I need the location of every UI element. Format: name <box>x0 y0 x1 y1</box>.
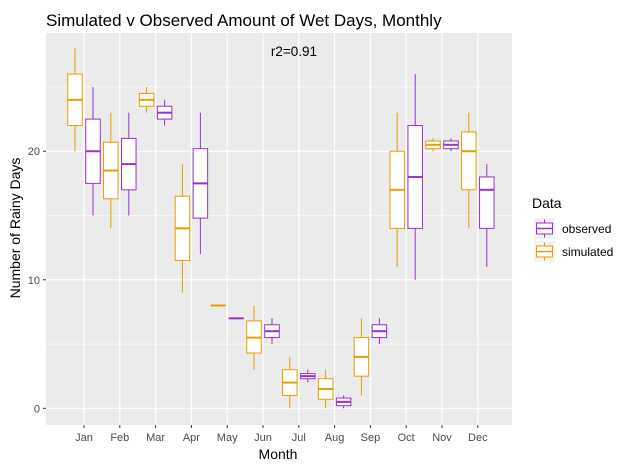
legend-label-simulated: simulated <box>562 245 613 259</box>
simulated-box-jan <box>67 48 83 152</box>
y-axis-title: Number of Rainy Days <box>7 158 23 299</box>
chart-title: Simulated v Observed Amount of Wet Days,… <box>46 11 442 30</box>
observed-box-jun <box>264 318 280 345</box>
x-tick-label: Mar <box>146 432 165 444</box>
plot-background <box>46 33 512 425</box>
simulated-box-apr <box>174 164 191 293</box>
x-tick-label: Nov <box>432 432 452 444</box>
grid-lines <box>46 33 512 425</box>
y-tick-label: 0 <box>34 403 40 415</box>
observed-box-dec <box>479 164 495 267</box>
simulated-box-aug <box>317 369 334 409</box>
box-body <box>479 176 495 229</box>
y-axis: 0 10 20 <box>28 146 46 415</box>
simulated-box-nov <box>425 138 441 152</box>
y-tick-label: 10 <box>28 275 40 287</box>
observed-box-nov <box>443 138 459 152</box>
simulated-box-jul <box>282 356 298 409</box>
observed-box-mar <box>156 99 173 126</box>
y-tick-label: 20 <box>28 146 40 158</box>
x-tick-label: Oct <box>398 432 415 444</box>
box-marks <box>67 48 495 409</box>
x-axis: Jan Feb Mar Apr May Jun Jul Aug Sep Oct Nov Dec <box>75 425 488 444</box>
observed-box-oct <box>407 74 423 280</box>
x-tick-label: Jul <box>292 432 306 444</box>
x-tick-label: May <box>217 432 238 444</box>
r2-annotation: r2=0.91 <box>271 44 317 59</box>
simulated-box-sep <box>353 318 370 396</box>
x-tick-label: Apr <box>183 432 200 444</box>
observed-box-jan <box>85 86 101 216</box>
x-tick-label: Aug <box>325 432 345 444</box>
x-tick-label: Sep <box>361 432 381 444</box>
simulated-box-jun <box>246 305 262 370</box>
legend-item-simulated: simulated <box>534 241 613 262</box>
legend-item-observed: observed <box>534 218 611 239</box>
simulated-box-feb <box>103 112 119 229</box>
observed-box-aug <box>335 395 352 409</box>
x-tick-label: Feb <box>110 432 129 444</box>
observed-box-feb <box>121 112 137 216</box>
legend-title: Data <box>532 195 562 211</box>
observed-box-jul <box>300 369 316 383</box>
legend: Data observed simulated <box>532 195 613 262</box>
observed-box-apr <box>192 112 209 255</box>
simulated-box-oct <box>389 112 405 267</box>
x-tick-label: Dec <box>468 432 488 444</box>
legend-label-observed: observed <box>562 222 611 236</box>
observed-box-sep <box>371 318 388 345</box>
x-tick-label: Jun <box>254 432 272 444</box>
x-tick-label: Jan <box>75 432 93 444</box>
box-body <box>461 131 477 191</box>
simulated-box-mar <box>138 86 155 113</box>
x-axis-title: Month <box>259 446 298 462</box>
simulated-box-dec <box>461 112 477 229</box>
